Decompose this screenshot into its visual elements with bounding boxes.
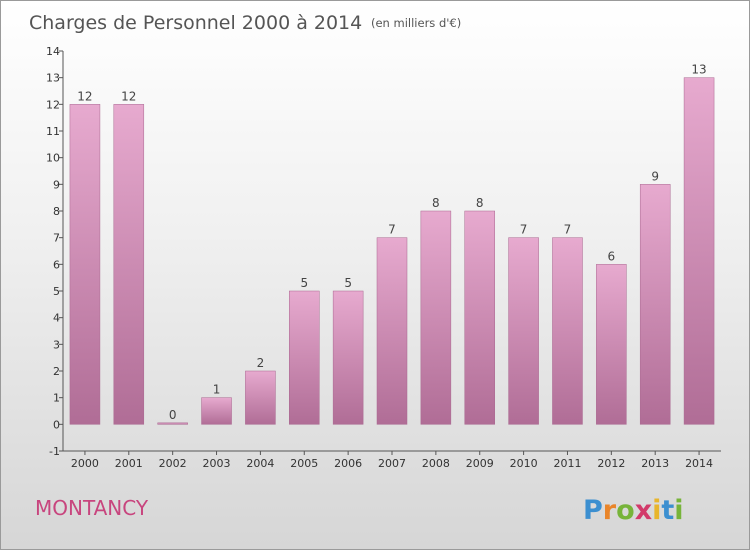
logo-letter: i xyxy=(674,495,683,526)
value-label-2014: 13 xyxy=(691,63,706,77)
bar-2006 xyxy=(332,290,364,425)
bar-2002 xyxy=(157,422,188,425)
value-label-2000: 12 xyxy=(77,89,92,103)
y-tick-label: 14 xyxy=(46,45,60,58)
logo-letter: x xyxy=(635,495,652,526)
x-axis: 2000 2001 2002 2003 2004 2005 2006 2007 2008 2009… xyxy=(63,450,721,470)
x-tick-label: 2013 xyxy=(641,457,669,470)
y-tick-label: 13 xyxy=(46,72,60,85)
value-label-2009: 8 xyxy=(476,196,484,210)
x-tick-label: 2002 xyxy=(159,457,187,470)
y-tick-label: 2 xyxy=(53,365,60,378)
bar-2011 xyxy=(552,237,583,425)
bar-2010 xyxy=(508,237,539,425)
logo-letter: t xyxy=(661,495,674,526)
x-tick-label: 2003 xyxy=(203,457,231,470)
bar-2012 xyxy=(596,264,627,425)
x-tick-label: 2000 xyxy=(71,457,99,470)
y-tick-label: 3 xyxy=(53,338,60,351)
x-tick-label: 2005 xyxy=(290,457,318,470)
bar-2000 xyxy=(69,104,101,425)
logo-letter: o xyxy=(616,495,635,526)
x-tick-label: 2009 xyxy=(466,457,494,470)
bar-2013 xyxy=(639,184,671,425)
x-tick-label: 2007 xyxy=(378,457,406,470)
value-label-2012: 6 xyxy=(608,249,616,263)
value-label-2008: 8 xyxy=(432,196,440,210)
x-tick-label: 2011 xyxy=(553,457,581,470)
commune-name: MONTANCY xyxy=(35,496,149,520)
proxiti-logo: Proxiti xyxy=(583,495,684,526)
logo-text: Proxiti xyxy=(583,495,684,526)
bars xyxy=(69,77,715,425)
value-label-2007: 7 xyxy=(388,223,396,237)
y-tick-label: 9 xyxy=(53,178,60,191)
value-label-2006: 5 xyxy=(344,276,352,290)
bar-2003 xyxy=(201,397,232,425)
y-tick-label: 11 xyxy=(46,125,60,138)
x-tick-label: 2001 xyxy=(115,457,143,470)
y-tick-label: 4 xyxy=(53,312,60,325)
chart-unit-label: (en milliers d'€) xyxy=(371,16,461,30)
value-label-2002: 0 xyxy=(169,408,177,422)
bar-2007 xyxy=(376,237,408,425)
x-tick-label: 2008 xyxy=(422,457,450,470)
y-tick-label: 8 xyxy=(53,205,60,218)
logo-letter: r xyxy=(603,495,617,526)
y-tick-label: 5 xyxy=(53,285,60,298)
logo-letter: P xyxy=(583,495,603,526)
bar-2005 xyxy=(289,290,320,425)
y-tick-label: 7 xyxy=(53,232,60,245)
x-tick-label: 2006 xyxy=(334,457,362,470)
y-tick-label: 1 xyxy=(53,392,60,405)
logo-letter: i xyxy=(652,495,661,526)
x-tick-label: 2012 xyxy=(597,457,625,470)
y-tick-label: 6 xyxy=(53,258,60,271)
y-tick-label: 10 xyxy=(46,152,60,165)
x-tick-label: 2010 xyxy=(510,457,538,470)
x-tick-label: 2014 xyxy=(685,457,713,470)
x-tick-label: 2004 xyxy=(246,457,274,470)
value-label-2004: 2 xyxy=(257,356,265,370)
value-label-2003: 1 xyxy=(213,383,221,397)
bar-2001 xyxy=(113,104,145,425)
value-label-2013: 9 xyxy=(651,169,659,183)
bar-2008 xyxy=(420,210,452,425)
chart-title: Charges de Personnel 2000 à 2014 xyxy=(29,12,362,34)
y-tick-label: -1 xyxy=(49,445,60,458)
bar-2004 xyxy=(245,370,276,425)
bar-2014 xyxy=(683,77,715,425)
bar-2009 xyxy=(464,210,495,425)
value-label-2001: 12 xyxy=(121,89,136,103)
y-tick-label: 12 xyxy=(46,98,60,111)
value-label-2005: 5 xyxy=(300,276,308,290)
value-label-2011: 7 xyxy=(564,223,572,237)
y-tick-label: 0 xyxy=(53,418,60,431)
value-label-2010: 7 xyxy=(520,223,528,237)
